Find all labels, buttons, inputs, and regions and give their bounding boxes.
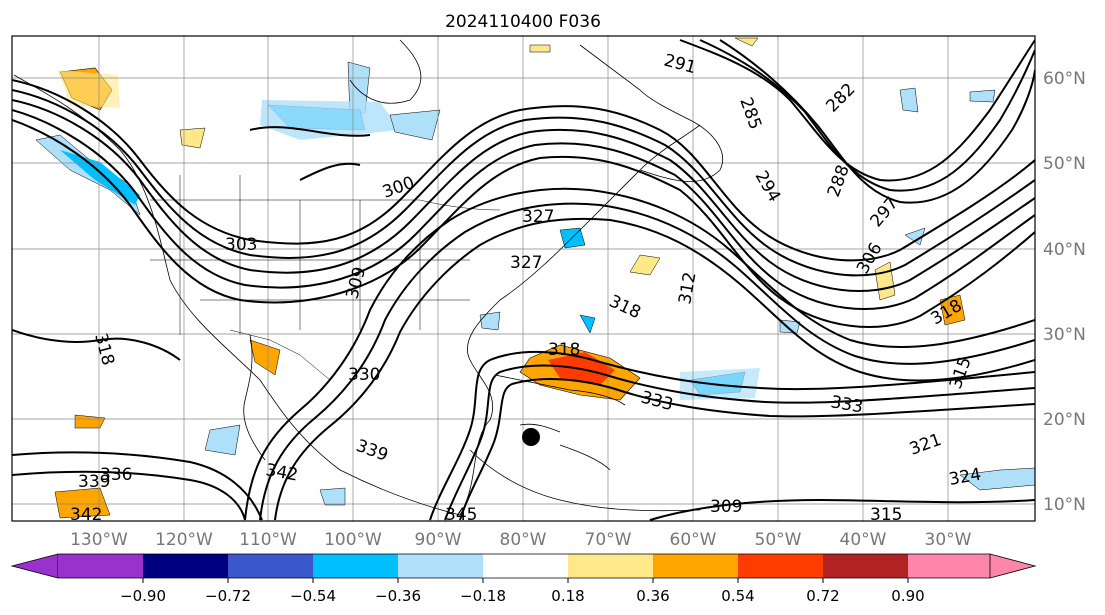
colorbar-segment bbox=[398, 554, 483, 578]
contour-label: 309 bbox=[710, 497, 742, 517]
colorbar-segment bbox=[143, 554, 228, 578]
colorbar-tick-label: −0.18 bbox=[460, 587, 506, 605]
lon-label: 90°W bbox=[415, 530, 462, 550]
colorbar-max-extend bbox=[989, 553, 1037, 579]
colorbar-segment bbox=[823, 554, 908, 578]
colorbar-segment bbox=[738, 554, 823, 578]
colorbar-tick-label: −0.54 bbox=[290, 587, 336, 605]
contour-label: 315 bbox=[870, 505, 902, 525]
lat-label: 40°N bbox=[1043, 240, 1086, 260]
lon-label: 40°W bbox=[840, 530, 887, 550]
contour-label: 336 bbox=[100, 465, 132, 485]
contour-label: 327 bbox=[510, 253, 542, 273]
longitude-labels: 130°W 120°W 110°W 100°W 90°W 80°W 70°W 6… bbox=[70, 530, 972, 550]
colorbar: −0.90 −0.72 −0.54 −0.36 −0.18 0.18 0.36 … bbox=[10, 553, 1037, 605]
colorbar-tick-label: −0.90 bbox=[120, 587, 166, 605]
colorbar-segment bbox=[228, 554, 313, 578]
contour-label: 303 bbox=[225, 235, 257, 255]
map-frame bbox=[11, 35, 1036, 522]
lat-label: 10°N bbox=[1043, 495, 1086, 515]
lon-label: 100°W bbox=[324, 530, 382, 550]
lon-label: 120°W bbox=[155, 530, 213, 550]
lat-label: 60°N bbox=[1043, 69, 1086, 89]
lon-label: 70°W bbox=[585, 530, 632, 550]
colorbar-segment bbox=[653, 554, 738, 578]
colorbar-tick-label: −0.36 bbox=[375, 587, 421, 605]
colorbar-segment bbox=[908, 554, 990, 578]
shaded-field bbox=[35, 37, 1035, 519]
lon-label: 30°W bbox=[925, 530, 972, 550]
colorbar-tick-label: 0.18 bbox=[551, 587, 584, 605]
storm-marker bbox=[522, 428, 540, 446]
colorbar-tick-label: 0.72 bbox=[806, 587, 839, 605]
contour-label: 339 bbox=[78, 472, 110, 492]
map-panel bbox=[11, 35, 1036, 522]
lon-label: 80°W bbox=[500, 530, 547, 550]
colorbar-min-extend bbox=[10, 553, 59, 579]
contour-label: 345 bbox=[445, 505, 477, 525]
colorbar-tick-label: 0.90 bbox=[891, 587, 924, 605]
colorbar-segment bbox=[58, 554, 143, 578]
lat-label: 30°N bbox=[1043, 325, 1086, 345]
contour-label: 342 bbox=[70, 505, 102, 525]
map-title: 2024110400 F036 bbox=[445, 12, 601, 32]
contour-label: 327 bbox=[522, 207, 554, 227]
colorbar-tick-label: 0.36 bbox=[636, 587, 669, 605]
latitude-labels: 60°N 50°N 40°N 30°N 20°N 10°N bbox=[1043, 69, 1086, 515]
contour-label: 330 bbox=[348, 365, 380, 385]
lon-label: 110°W bbox=[239, 530, 297, 550]
contour-label: 318 bbox=[548, 340, 580, 360]
lon-label: 50°W bbox=[755, 530, 802, 550]
lat-label: 20°N bbox=[1043, 410, 1086, 430]
geopotential-contours bbox=[12, 39, 1035, 521]
colorbar-segment bbox=[483, 554, 568, 578]
lon-label: 130°W bbox=[70, 530, 128, 550]
colorbar-segment bbox=[313, 554, 398, 578]
lon-label: 60°W bbox=[670, 530, 717, 550]
lat-label: 50°N bbox=[1043, 154, 1086, 174]
colorbar-segment bbox=[568, 554, 653, 578]
colorbar-tick-label: −0.72 bbox=[205, 587, 251, 605]
colorbar-tick-label: 0.54 bbox=[721, 587, 754, 605]
